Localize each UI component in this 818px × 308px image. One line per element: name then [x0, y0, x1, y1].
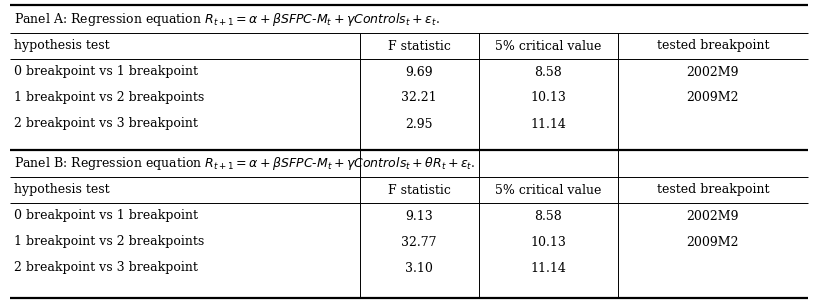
Text: 32.77: 32.77 — [402, 236, 437, 249]
Text: 2009M2: 2009M2 — [686, 91, 739, 104]
Text: 2009M2: 2009M2 — [686, 236, 739, 249]
Text: tested breakpoint: tested breakpoint — [657, 39, 769, 52]
Text: F statistic: F statistic — [388, 39, 451, 52]
Text: 8.58: 8.58 — [534, 209, 562, 222]
Text: 1 breakpoint vs 2 breakpoints: 1 breakpoint vs 2 breakpoints — [14, 236, 204, 249]
Text: 9.13: 9.13 — [406, 209, 433, 222]
Text: F statistic: F statistic — [388, 184, 451, 197]
Text: 5% critical value: 5% critical value — [495, 184, 601, 197]
Text: 11.14: 11.14 — [530, 117, 566, 131]
Text: 11.14: 11.14 — [530, 261, 566, 274]
Text: 10.13: 10.13 — [530, 91, 566, 104]
Text: tested breakpoint: tested breakpoint — [657, 184, 769, 197]
Text: 0 breakpoint vs 1 breakpoint: 0 breakpoint vs 1 breakpoint — [14, 66, 198, 79]
Text: 10.13: 10.13 — [530, 236, 566, 249]
Text: 5% critical value: 5% critical value — [495, 39, 601, 52]
Text: Panel B: Regression equation $R_{t+1} = \alpha + \beta SFPC\text{-}M_t + \gamma : Panel B: Regression equation $R_{t+1} = … — [14, 155, 475, 172]
Text: 8.58: 8.58 — [534, 66, 562, 79]
Text: 0 breakpoint vs 1 breakpoint: 0 breakpoint vs 1 breakpoint — [14, 209, 198, 222]
Text: 32.21: 32.21 — [402, 91, 437, 104]
Text: 9.69: 9.69 — [406, 66, 433, 79]
Text: hypothesis test: hypothesis test — [14, 39, 110, 52]
Text: 3.10: 3.10 — [405, 261, 434, 274]
Text: 2 breakpoint vs 3 breakpoint: 2 breakpoint vs 3 breakpoint — [14, 261, 198, 274]
Text: 2002M9: 2002M9 — [686, 209, 739, 222]
Text: 2.95: 2.95 — [406, 117, 433, 131]
Text: 1 breakpoint vs 2 breakpoints: 1 breakpoint vs 2 breakpoints — [14, 91, 204, 104]
Text: 2 breakpoint vs 3 breakpoint: 2 breakpoint vs 3 breakpoint — [14, 117, 198, 131]
Text: Panel A: Regression equation $R_{t+1} = \alpha + \beta SFPC\text{-}M_t + \gamma : Panel A: Regression equation $R_{t+1} = … — [14, 10, 440, 27]
Text: 2002M9: 2002M9 — [686, 66, 739, 79]
Text: hypothesis test: hypothesis test — [14, 184, 110, 197]
